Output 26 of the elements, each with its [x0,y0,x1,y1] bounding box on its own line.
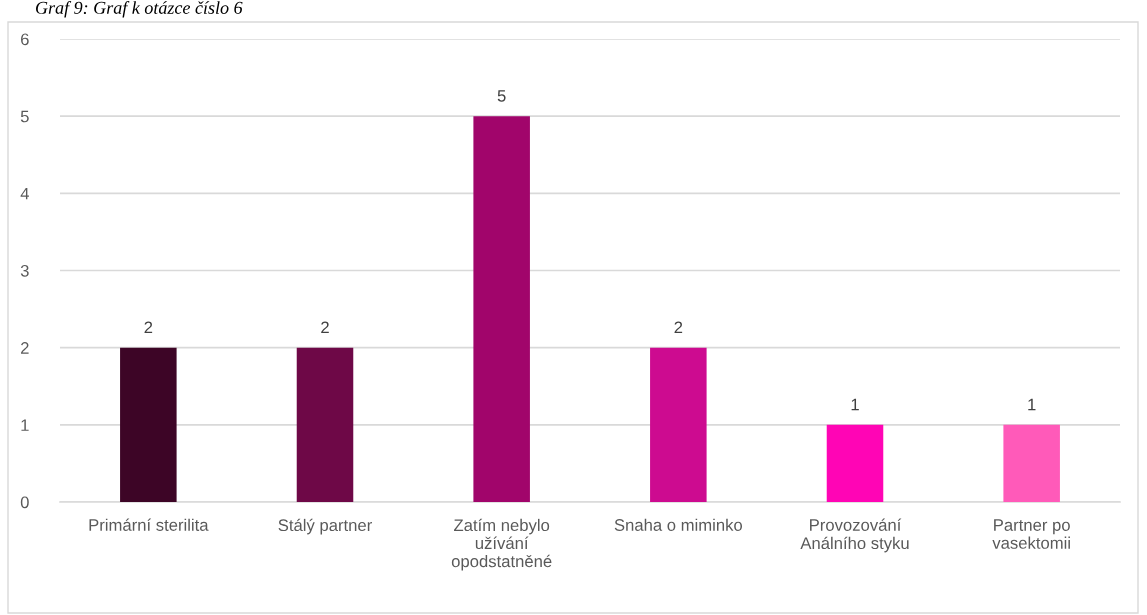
data-label: 5 [497,90,506,102]
bar [650,347,707,502]
y-tick-label: 2 [21,342,29,354]
bar [120,347,177,502]
x-tick-label: Stálý partner [278,518,372,535]
data-label: 1 [851,398,859,411]
y-tick-label: 1 [21,419,29,431]
x-tick-label: Primární sterilita [89,518,209,531]
data-label: 2 [144,321,153,334]
bar [296,347,354,502]
x-tick-label: Partner po vasektomii [992,519,1070,549]
y-tick-label: 5 [20,110,29,123]
data-label: 2 [321,321,329,334]
y-tick-label: 3 [20,264,29,277]
x-tick-label: Provozování Análního styku [800,518,909,553]
data-label: 1 [1028,398,1036,411]
bar [1003,424,1060,502]
x-tick-label: Snaha o miminko [614,518,743,531]
bar [826,424,884,502]
chart-title: Graf 9: Graf k otázce číslo 6 [36,1,243,18]
y-tick-label: 0 [20,496,29,509]
y-tick-label: 4 [20,187,29,200]
bar [473,116,530,502]
x-tick-label: Zatím nebylo užívání opodstatněné [451,518,552,571]
data-label: 2 [674,321,683,334]
y-tick-label: 6 [21,33,29,46]
